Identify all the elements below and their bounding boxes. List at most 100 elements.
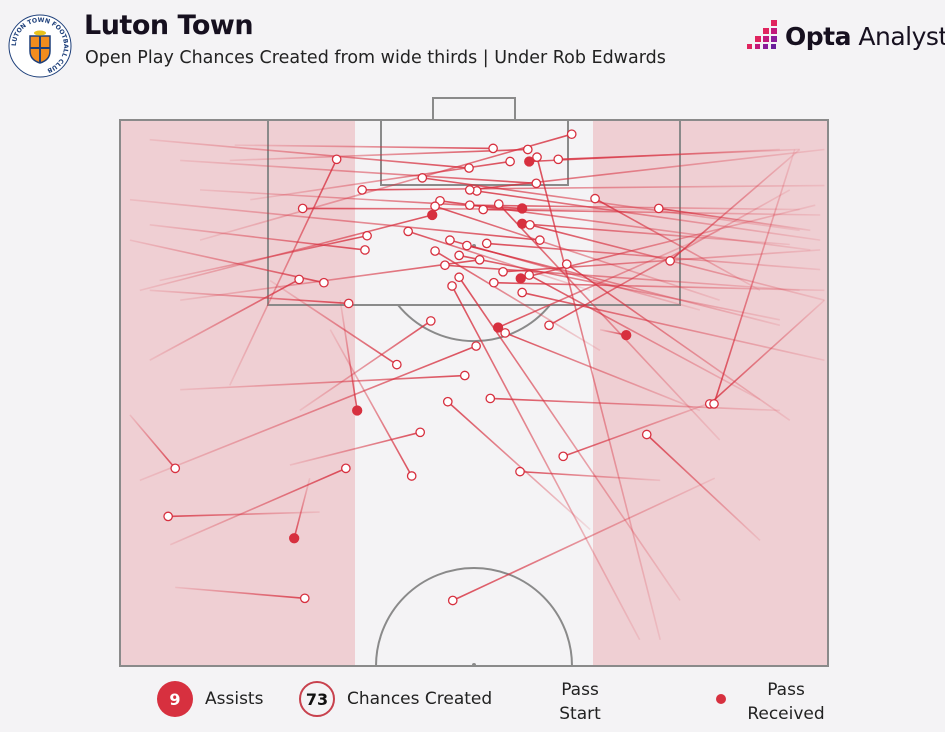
chance-received-marker: [430, 246, 440, 256]
assist-received-marker: [621, 329, 632, 341]
chance-pass-line: [521, 291, 825, 362]
chance-pass-line: [566, 263, 791, 421]
chance-received-marker: [500, 328, 511, 338]
chance-pass-line: [452, 477, 716, 602]
pass-start-label: Pass Start: [552, 678, 608, 726]
chance-pass-line: [180, 159, 537, 185]
chance-pass-line: [713, 149, 796, 405]
pass-received-label: Pass Received: [740, 678, 832, 726]
chance-received-marker: [454, 250, 464, 261]
chance-received-marker: [462, 240, 472, 251]
chance-received-marker: [498, 266, 508, 277]
chance-pass-line: [175, 586, 305, 600]
chance-received-marker: [417, 173, 428, 183]
chance-pass-line: [493, 281, 825, 292]
chance-pass-line: [149, 278, 300, 361]
chance-pass-line: [299, 320, 432, 412]
chance-received-marker: [709, 399, 719, 409]
chance-received-marker: [522, 144, 533, 155]
assist-received-marker: [427, 209, 438, 221]
assist-pass-line: [339, 300, 358, 411]
chance-received-marker: [362, 230, 372, 241]
assist-received-marker: [515, 273, 526, 284]
chance-received-marker: [459, 370, 470, 381]
chance-received-marker: [553, 154, 564, 165]
chance-received-marker: [515, 466, 525, 477]
chance-received-marker: [561, 259, 572, 269]
chance-received-marker: [464, 185, 475, 195]
chance-received-marker: [442, 396, 453, 407]
assist-received-marker: [524, 156, 535, 167]
chance-pass-line: [483, 208, 821, 216]
chance-pass-line: [168, 511, 320, 518]
chance-pass-line: [502, 249, 821, 273]
assists-count-badge: 9: [157, 681, 193, 717]
right-wide-third-zone: [593, 120, 828, 666]
chance-received-marker: [445, 235, 455, 245]
chance-received-marker: [531, 178, 542, 189]
chance-received-marker: [478, 204, 489, 215]
chance-pass-line: [451, 285, 641, 641]
chance-pass-line: [476, 190, 821, 241]
chance-received-marker: [517, 287, 527, 298]
assist-pass-line: [529, 148, 780, 163]
assists-label: Assists: [205, 689, 264, 709]
chance-pass-line: [434, 205, 720, 301]
chance-received-marker: [357, 185, 367, 195]
legend-received-dot: [716, 694, 726, 704]
chance-received-marker: [163, 511, 173, 522]
chance-pass-line: [180, 374, 465, 391]
chance-received-marker: [665, 256, 675, 266]
chance-received-marker: [493, 199, 504, 209]
chance-pass-line: [149, 224, 366, 251]
chance-pass-line: [646, 433, 761, 542]
assist-received-marker: [289, 533, 300, 544]
chance-pass-line: [139, 345, 477, 482]
chance-received-marker: [297, 203, 308, 214]
chance-pass-line: [229, 148, 528, 162]
chance-pass-line: [422, 177, 800, 232]
chance-received-marker: [360, 245, 370, 255]
penalty-arc: [397, 304, 551, 343]
chance-pass-line: [490, 397, 780, 412]
chance-pass-line: [159, 234, 368, 282]
chance-pass-line: [529, 224, 825, 301]
assist-received-marker: [352, 405, 363, 416]
chance-pass-line: [536, 156, 661, 640]
chance-pass-line: [149, 289, 349, 305]
goal: [432, 97, 516, 121]
chance-pass-line: [129, 198, 540, 241]
pass-start-line2: Start: [559, 704, 601, 724]
pass-received-line1: Pass: [767, 680, 805, 700]
chance-received-marker: [534, 235, 545, 245]
chance-received-marker: [425, 316, 436, 326]
chances-label: Chances Created: [347, 689, 493, 709]
chance-received-marker: [641, 429, 652, 440]
chance-received-marker: [488, 277, 499, 288]
chance-received-marker: [447, 281, 457, 291]
chance-pass-line: [289, 431, 421, 466]
chance-pass-line: [486, 242, 821, 271]
chance-received-marker: [299, 593, 310, 604]
chance-pass-line: [269, 279, 398, 366]
chance-received-marker: [481, 238, 492, 249]
legend-pass-line-sample: [617, 694, 726, 704]
chance-pass-line: [498, 203, 721, 441]
chance-pass-line: [169, 467, 347, 546]
chance-received-marker: [447, 595, 458, 606]
chance-received-marker: [403, 226, 414, 237]
chance-pass-line: [434, 250, 601, 352]
chance-pass-line: [407, 230, 591, 292]
opta-analyst-logo: Opta Analyst: [743, 18, 945, 58]
chance-received-marker: [544, 320, 554, 331]
chances-count-badge: 73: [299, 681, 335, 717]
assist-received-marker: [492, 322, 504, 333]
centre-circle: [375, 567, 573, 667]
chance-received-marker: [406, 471, 417, 481]
chance-received-marker: [532, 152, 542, 162]
chance-pass-line: [447, 401, 591, 531]
chance-pass-line: [519, 470, 661, 482]
chance-received-marker: [454, 272, 464, 283]
chance-received-marker: [525, 219, 535, 230]
